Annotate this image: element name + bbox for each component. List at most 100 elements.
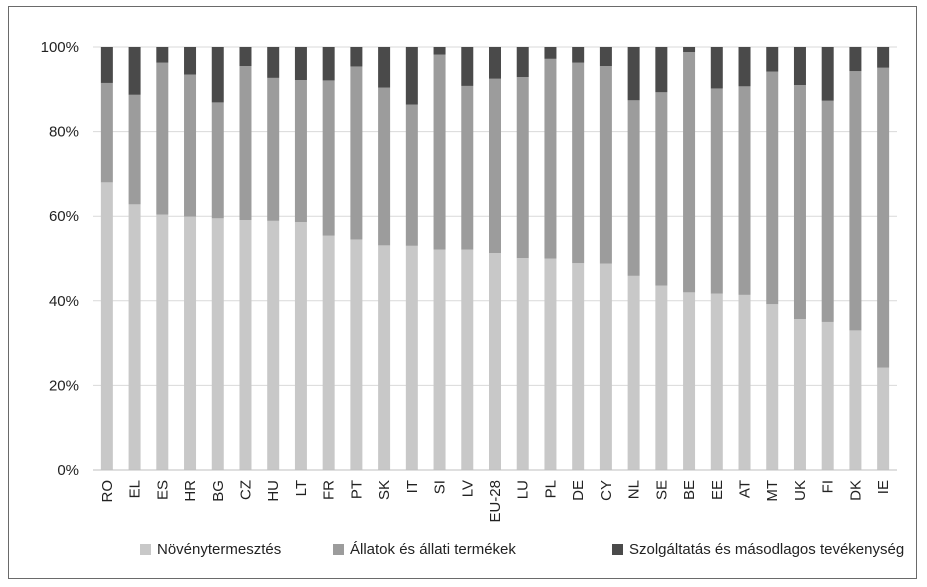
legend-label: Állatok és állati termékek xyxy=(350,541,516,558)
legend-label: Növénytermesztés xyxy=(157,541,281,558)
x-tick-label: AT xyxy=(737,480,754,498)
bar-segment-lt-series-3 xyxy=(294,47,307,80)
bar-segment-pt-series-1 xyxy=(350,239,363,470)
bar-segment-ro-series-1 xyxy=(100,182,113,471)
bar-segment-it-series-1 xyxy=(405,245,418,470)
bar-segment-lv-series-3 xyxy=(461,47,474,86)
bar-segment-eu-28-series-3 xyxy=(489,47,501,79)
bar-segment-el-series-3 xyxy=(128,47,141,95)
x-tick-label: EE xyxy=(709,480,726,500)
x-tick-label: HR xyxy=(182,480,199,502)
bar-segment-se-series-3 xyxy=(655,47,668,93)
bar-segment-se-series-1 xyxy=(655,285,668,470)
bar-segment-sk-series-3 xyxy=(378,47,391,88)
x-tick-label: RO xyxy=(99,480,116,503)
bar-segment-lt-series-2 xyxy=(294,79,307,223)
bar-segment-si-series-2 xyxy=(433,54,446,250)
bar-segment-de-series-1 xyxy=(572,263,585,470)
bar-segment-be-series-3 xyxy=(683,47,696,53)
bar-segment-lu-series-2 xyxy=(516,77,529,259)
bar-segment-cz-series-2 xyxy=(239,66,252,221)
x-tick-label: LV xyxy=(459,480,476,497)
bar-segment-ie-series-1 xyxy=(877,367,890,470)
y-tick-label: 60% xyxy=(49,208,79,225)
x-tick-label: MT xyxy=(764,480,781,502)
bar-segment-sk-series-1 xyxy=(378,245,391,470)
legend-swatch xyxy=(612,544,623,555)
bar-segment-pl-series-3 xyxy=(544,47,557,59)
bar-segment-pt-series-3 xyxy=(350,47,363,67)
x-tick-label: BE xyxy=(681,480,698,500)
bar-segment-de-series-2 xyxy=(572,62,585,264)
bar-segment-ee-series-2 xyxy=(710,88,723,294)
x-tick-label: LU xyxy=(515,480,532,499)
bar-segment-nl-series-2 xyxy=(627,100,640,276)
bar-segment-ie-series-2 xyxy=(877,67,890,368)
bar-segment-uk-series-3 xyxy=(793,47,806,86)
x-tick-label: SE xyxy=(653,480,670,500)
x-tick-label: HU xyxy=(265,480,282,502)
x-tick-label: BG xyxy=(210,480,227,502)
bar-segment-lu-series-3 xyxy=(516,47,529,78)
y-tick-label: 20% xyxy=(49,377,79,394)
x-tick-label: PL xyxy=(542,480,559,498)
bar-segment-pl-series-2 xyxy=(544,58,557,259)
x-tick-label: CZ xyxy=(237,480,254,500)
y-tick-label: 40% xyxy=(49,293,79,310)
bar-segment-cz-series-3 xyxy=(239,47,252,67)
x-tick-label: NL xyxy=(626,480,643,499)
bar-segment-hu-series-3 xyxy=(267,47,280,78)
x-tick-label: DE xyxy=(570,480,587,501)
bar-segment-mt-series-2 xyxy=(766,71,779,305)
legend: Növénytermesztés Állatok és állati termék… xyxy=(140,541,904,558)
x-tick-label: UK xyxy=(792,480,809,501)
x-tick-labels: RO EL ES HR BG CZ HU LT FR PT SK IT SI LV EU-28 LU PL DE C… xyxy=(99,480,892,523)
bar-segment-be-series-1 xyxy=(683,292,696,470)
bar-segment-ee-series-3 xyxy=(710,47,723,89)
bar-segment-ro-series-2 xyxy=(100,82,113,183)
legend-swatch xyxy=(140,544,151,555)
x-tick-label: SI xyxy=(432,480,449,494)
bar-segment-es-series-3 xyxy=(156,47,169,63)
bar-segment-fr-series-2 xyxy=(322,80,335,236)
bar-segment-uk-series-2 xyxy=(793,85,806,319)
bar-segment-bg-series-1 xyxy=(211,218,224,470)
bar-segment-ro-series-3 xyxy=(100,47,113,83)
bar-segment-cy-series-1 xyxy=(599,263,612,470)
bar-segment-at-series-2 xyxy=(738,86,751,295)
bar-segment-cy-series-3 xyxy=(599,47,612,67)
bar-segment-si-series-3 xyxy=(433,47,446,55)
x-tick-label: ES xyxy=(154,480,171,500)
bar-segment-it-series-2 xyxy=(405,104,418,246)
bar-segment-bg-series-3 xyxy=(211,47,224,103)
x-tick-label: EU-28 xyxy=(487,480,504,523)
bar-segment-ee-series-1 xyxy=(710,293,723,470)
x-tick-label: DK xyxy=(847,480,864,501)
bar-segment-lt-series-1 xyxy=(294,222,307,470)
legend-label: Szolgáltatás és másodlagos tevékenység xyxy=(629,541,904,558)
y-tick-labels: 0% 20% 40% 60% 80% 100% xyxy=(41,39,79,479)
legend-swatch xyxy=(333,544,344,555)
bar-segment-lu-series-1 xyxy=(516,258,529,470)
bar-segment-hr-series-3 xyxy=(184,47,197,75)
bar-segment-es-series-1 xyxy=(156,214,169,470)
bar-segment-dk-series-1 xyxy=(849,330,862,470)
x-tick-label: LT xyxy=(293,480,310,496)
bar-segment-lv-series-1 xyxy=(461,249,474,470)
bar-segment-dk-series-3 xyxy=(849,47,862,72)
bar-segment-at-series-1 xyxy=(738,294,751,470)
bar-segment-fi-series-2 xyxy=(821,100,834,322)
bar-segment-dk-series-2 xyxy=(849,71,862,331)
bar-segment-pl-series-1 xyxy=(544,258,557,470)
bar-segment-hu-series-2 xyxy=(267,77,280,221)
bar-segment-si-series-1 xyxy=(433,249,446,470)
y-tick-label: 80% xyxy=(49,124,79,141)
bar-segment-be-series-2 xyxy=(683,52,696,293)
bar-segment-at-series-3 xyxy=(738,47,751,87)
bar-segment-it-series-3 xyxy=(405,47,418,105)
bar-segment-lv-series-2 xyxy=(461,85,474,250)
x-tick-label: FR xyxy=(321,480,338,500)
bar-segment-pt-series-2 xyxy=(350,66,363,240)
x-tick-label: PT xyxy=(348,480,365,499)
